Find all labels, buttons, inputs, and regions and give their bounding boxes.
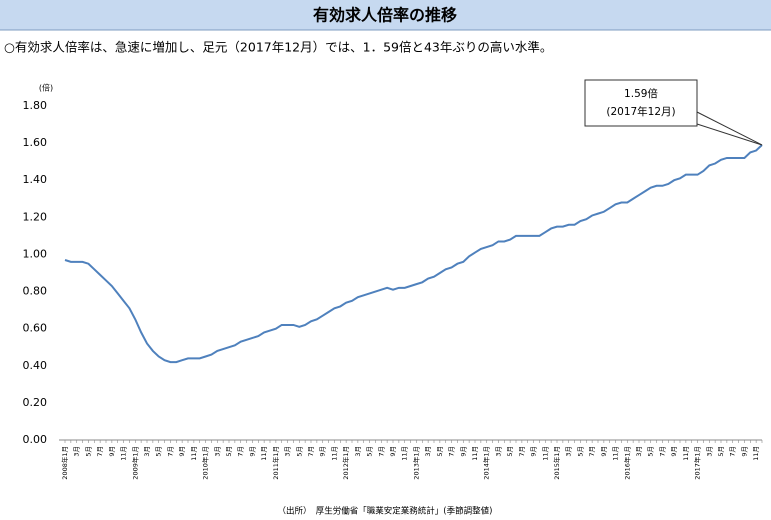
x-tick-label: 11月 [752,446,760,461]
x-tick-label: 3月 [143,446,151,457]
x-tick-label: 9月 [740,446,748,457]
x-tick-label: 11月 [471,446,479,461]
x-tick-label: 9月 [670,446,678,457]
x-tick-label: 2014年1月 [482,446,491,480]
x-tick-label: 11月 [190,446,198,461]
source-note: （出所） 厚生労働省「職業安定業務統計」(季節調整値) [278,506,493,517]
y-tick-label: 0.20 [23,396,48,409]
x-tick-label: 3月 [705,446,713,457]
x-tick-label: 11月 [612,446,620,461]
x-tick-label: 2017年1月 [693,446,702,480]
subtitle: ○有効求人倍率は、急速に増加し、足元（2017年12月）では、1．59倍と43年… [4,40,552,55]
x-tick-label: 3月 [635,446,643,457]
x-tick-label: 7月 [518,446,526,457]
x-tick-label: 2009年1月 [130,446,139,480]
series-line [64,144,763,364]
y-tick-label: 1.60 [23,136,48,149]
y-tick-label: 0.40 [23,359,48,372]
x-tick-label: 7月 [658,446,666,457]
x-tick-label: 2016年1月 [622,446,631,480]
x-tick-label: 5月 [225,446,233,457]
x-tick-label: 5月 [717,446,725,457]
x-tick-label: 2011年1月 [271,446,280,480]
x-tick-label: 7月 [96,446,104,457]
x-tick-label: 2010年1月 [201,446,210,480]
callout-box [584,79,698,127]
y-tick-label: 0.00 [23,433,48,446]
x-tick-label: 7月 [237,446,245,457]
x-tick-label: 9月 [600,446,608,457]
x-tick-label: 7月 [588,446,596,457]
x-tick-label: 7月 [729,446,737,457]
x-tick-label: 7月 [166,446,174,457]
x-tick-label: 11月 [330,446,338,461]
y-tick-label: 1.40 [23,173,48,186]
y-tick-label: 0.60 [23,322,48,335]
x-tick-label: 3月 [354,446,362,457]
x-tick-label: 9月 [108,446,116,457]
title-bar [0,0,771,30]
x-tick-label: 3月 [213,446,221,457]
x-tick-label: 3月 [284,446,292,457]
y-tick-label: 0.80 [23,285,48,298]
x-tick-label: 5月 [84,446,92,457]
x-tick-label: 3月 [424,446,432,457]
x-tick-label: 9月 [459,446,467,457]
y-tick-label: 1.00 [23,247,48,260]
x-tick-label: 7月 [448,446,456,457]
y-axis-label: (倍) [39,83,53,93]
x-tick-label: 9月 [389,446,397,457]
x-tick-label: 11月 [682,446,690,461]
x-tick-label: 2008年1月 [60,446,69,480]
x-tick-label: 7月 [377,446,385,457]
x-tick-label: 2015年1月 [552,446,561,480]
x-tick-label: 7月 [307,446,315,457]
x-tick-label: 5月 [295,446,303,457]
x-tick-label: 9月 [530,446,538,457]
y-tick-label: 1.20 [23,210,48,223]
x-tick-label: 11月 [120,446,128,461]
chart-title: 有効求人倍率の推移 [313,6,457,25]
x-tick-label: 3月 [565,446,573,457]
x-tick-label: 9月 [319,446,327,457]
x-tick-label: 5月 [436,446,444,457]
x-tick-label: 11月 [541,446,549,461]
callout-text: 1.59倍 [624,87,658,100]
x-tick-label: 9月 [248,446,256,457]
callout-text: (2017年12月) [606,105,675,118]
x-tick-label: 3月 [73,446,81,457]
x-tick-label: 5月 [647,446,655,457]
x-tick-label: 5月 [506,446,514,457]
x-tick-label: 9月 [178,446,186,457]
x-tick-label: 5月 [155,446,163,457]
callout-pointer [696,111,763,146]
x-tick-label: 3月 [494,446,502,457]
x-tick-label: 2012年1月 [341,446,350,480]
x-tick-label: 5月 [366,446,374,457]
x-tick-label: 5月 [576,446,584,457]
x-tick-label: 11月 [401,446,409,461]
callout-pointer [696,123,763,146]
y-tick-label: 1.80 [23,99,48,112]
x-tick-label: 11月 [260,446,268,461]
x-tick-label: 2013年1月 [411,446,420,480]
